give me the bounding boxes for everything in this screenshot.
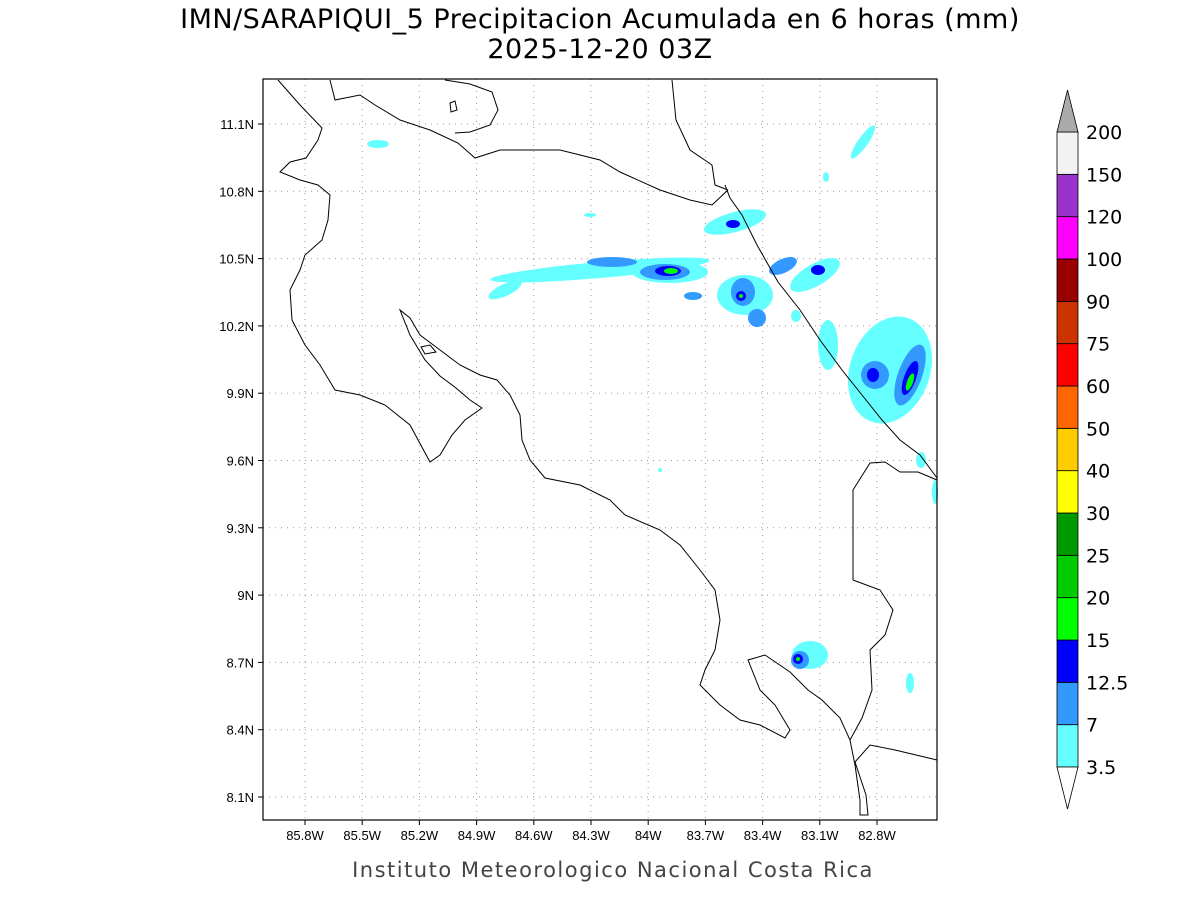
colorbar-box: [1056, 470, 1079, 514]
lat-label: 8.7N: [227, 655, 254, 670]
colorbar-label: 120: [1086, 207, 1122, 229]
lon-label: 83.7W: [687, 828, 725, 843]
lon-label: 84.3W: [572, 828, 610, 843]
lat-label: 8.4N: [227, 723, 254, 738]
lon-label: 82.8W: [858, 828, 896, 843]
colorbar-label: 15: [1086, 630, 1110, 652]
colorbar-label: 7: [1086, 715, 1098, 737]
colorbar-label: 25: [1086, 545, 1110, 567]
colorbar-label: 30: [1086, 503, 1110, 525]
colorbar-box: [1056, 343, 1079, 387]
lon-label: 84.6W: [515, 828, 553, 843]
map-frame: [262, 78, 938, 821]
precipitation: [367, 125, 938, 693]
footer: Instituto Meteorologico Nacional Costa R…: [352, 858, 874, 882]
lon-label: 84W: [635, 828, 662, 843]
lat-label: 9.9N: [227, 386, 254, 401]
colorbar-box: [1056, 300, 1079, 345]
colorbar-box: [1056, 724, 1079, 768]
grid: [263, 79, 937, 820]
colorbar-label: 50: [1086, 418, 1110, 440]
lat-label: 9.3N: [227, 521, 254, 536]
colorbar-label: 100: [1086, 249, 1122, 271]
colorbar-label: 40: [1086, 461, 1110, 483]
colorbar-over: [1056, 89, 1079, 133]
subtitle: 2025-12-20 03Z: [487, 34, 712, 65]
lat-label: 9.6N: [227, 454, 254, 469]
colorbar-label: 90: [1086, 291, 1110, 313]
colorbar-label: 75: [1086, 334, 1110, 356]
colorbar: 3.5 7 12.5 15 20 25 30 40 50 60 75 90 100 120 150 200: [1056, 89, 1128, 810]
lat-label: 10.8N: [219, 184, 254, 199]
lon-label: 84.9W: [458, 828, 496, 843]
colorbar-box: [1056, 173, 1079, 218]
lat-label: 10.5N: [219, 252, 254, 267]
lat-label: 8.1N: [227, 790, 254, 805]
colorbar-box: [1056, 385, 1079, 429]
lon-label: 85.5W: [343, 828, 381, 843]
lon-label: 85.8W: [286, 828, 324, 843]
colorbar-box: [1056, 681, 1079, 726]
colorbar-label: 200: [1086, 122, 1122, 144]
colorbar-box: [1056, 512, 1079, 556]
coastline: [277, 79, 938, 816]
colorbar-box: [1056, 216, 1079, 260]
lat-label: 11.1N: [220, 117, 254, 132]
colorbar-label: 3.5: [1086, 757, 1116, 779]
colorbar-label: 20: [1086, 588, 1110, 610]
colorbar-box: [1056, 427, 1079, 472]
colorbar-box: [1056, 131, 1079, 175]
colorbar-box: [1056, 554, 1079, 599]
title: IMN/SARAPIQUI_5 Precipitacion Acumulada …: [180, 4, 1020, 35]
colorbar-label: 60: [1086, 376, 1110, 398]
lon-label: 83.4W: [744, 828, 782, 843]
lat-label: 9N: [237, 588, 254, 603]
lon-label: 85.2W: [401, 828, 439, 843]
lon-label: 83.1W: [801, 828, 839, 843]
colorbar-box: [1056, 639, 1079, 683]
colorbar-box: [1056, 258, 1079, 302]
colorbar-label: 150: [1086, 164, 1122, 186]
axes: 8.1N 8.4N 8.7N 9N 9.3N 9.6N 9.9N 10.2N 10.5N 10.8…: [219, 117, 896, 843]
colorbar-label: 12.5: [1086, 672, 1128, 694]
colorbar-box: [1056, 597, 1079, 641]
lat-label: 10.2N: [219, 319, 254, 334]
colorbar-under: [1056, 766, 1079, 810]
